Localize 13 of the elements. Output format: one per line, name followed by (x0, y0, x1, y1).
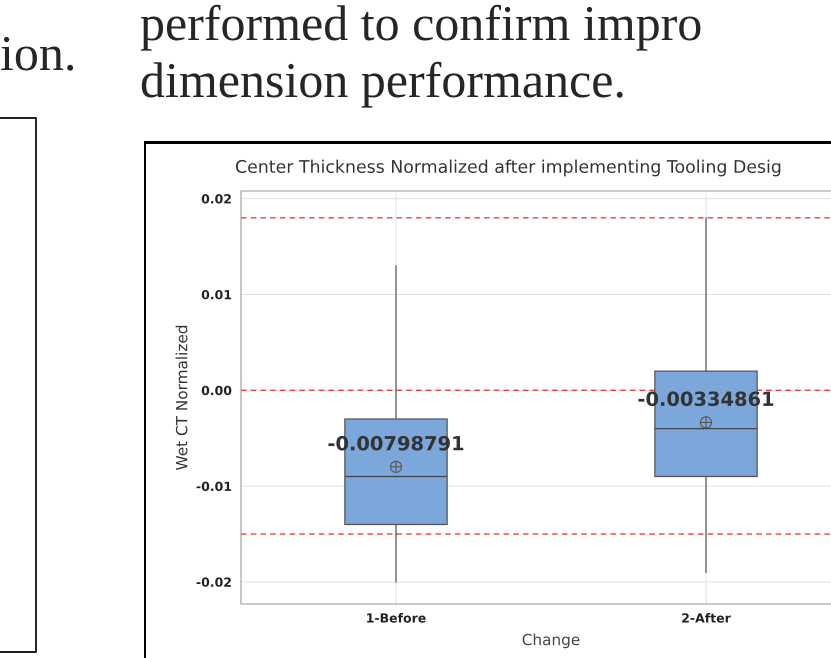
y-axis-title: Wet CT Normalized (176, 326, 188, 470)
x-axis-title: Change (522, 633, 580, 648)
text: performed to confirm impro (140, 4, 700, 51)
text: ion. (1, 36, 74, 71)
y-tick-label: 0.01 (202, 290, 232, 300)
y-tick-label: 0.00 (202, 386, 232, 396)
x-tick-label: 1-Before (367, 613, 426, 623)
y-tick-label: -0.02 (196, 577, 231, 587)
y-tick-label: 0.02 (202, 194, 231, 204)
text: dimension performance. (142, 62, 623, 108)
y-tick-label: -0.01 (196, 482, 232, 492)
chart-title: Center Thickness Normalized after implementing Tooling Desig (236, 160, 780, 176)
x-tick-label: 2-After (682, 613, 731, 623)
